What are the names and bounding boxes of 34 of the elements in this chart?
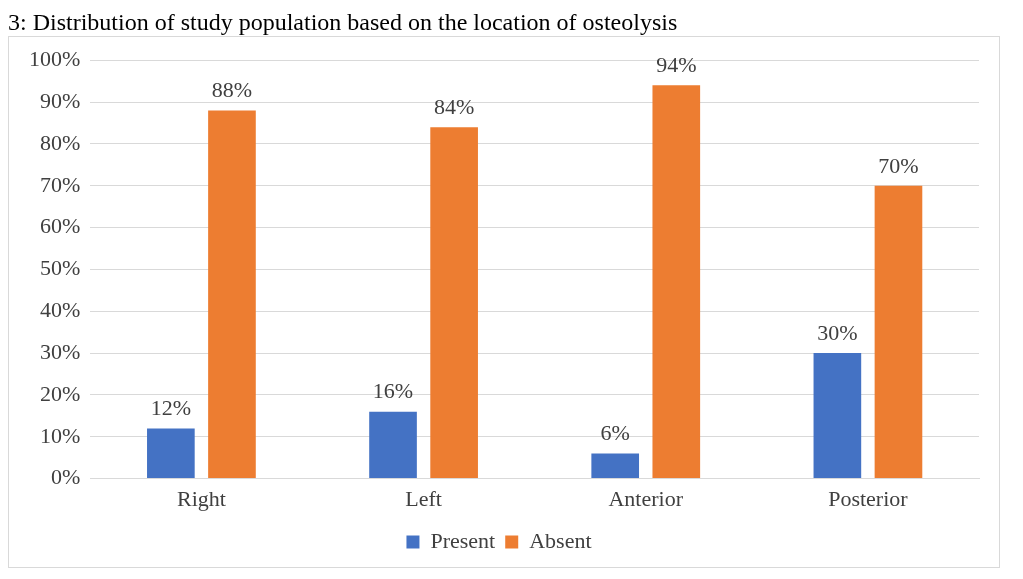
x-tick-label: Left — [405, 485, 442, 511]
y-tick-label: 0% — [51, 464, 81, 490]
text: 6% — [600, 420, 630, 446]
text: 16% — [372, 378, 414, 404]
text: 12% — [150, 395, 192, 421]
text: 84% — [433, 93, 475, 119]
y-tick-label: 30% — [40, 338, 81, 364]
text: 70% — [878, 152, 919, 178]
bar — [430, 127, 478, 479]
y-tick-label: 10% — [40, 422, 81, 448]
bar — [591, 453, 640, 479]
text: 88% — [211, 77, 253, 103]
bar — [208, 110, 256, 479]
legend-label: Present — [430, 527, 496, 553]
text: 94% — [656, 52, 697, 78]
y-tick-label: 60% — [40, 213, 81, 239]
x-tick-label: Anterior — [608, 485, 684, 511]
chart-title: 3: Distribution of study population based on the location of osteolysis — [8, 8, 679, 36]
bar — [813, 353, 862, 479]
bar — [147, 428, 195, 479]
x-tick-label: Posterior — [828, 485, 909, 511]
bar — [369, 411, 417, 479]
legend-label: Absent — [529, 527, 592, 553]
y-tick-label: 40% — [40, 297, 81, 323]
y-tick-label: 20% — [40, 380, 81, 406]
text: 30% — [817, 319, 858, 345]
bar — [652, 85, 701, 479]
y-tick-label: 50% — [40, 255, 81, 281]
y-tick-label: 80% — [40, 129, 81, 155]
y-tick-label: 90% — [40, 87, 81, 113]
bar — [874, 185, 923, 479]
x-tick-label: Right — [176, 485, 226, 511]
y-tick-label: 100% — [29, 45, 81, 71]
y-tick-label: 70% — [40, 171, 81, 197]
